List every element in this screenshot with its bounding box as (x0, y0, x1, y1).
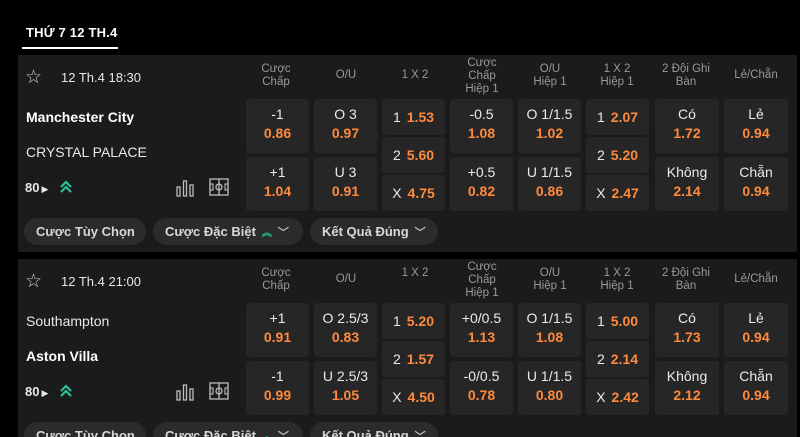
odds-cell-under[interactable]: U 3 0.91 (314, 157, 377, 211)
col-header-ou: O/U (335, 69, 357, 81)
more-markets-count: 80 (25, 180, 40, 195)
odds-cell-even[interactable]: Chẵn 0.94 (724, 157, 788, 211)
odds-cell-handicap-h1-home[interactable]: -0.5 1.08 (450, 99, 513, 153)
odds-cell-under-h1[interactable]: U 1/1.5 0.80 (518, 361, 581, 415)
odds-cell-handicap-away[interactable]: -1 0.99 (246, 361, 309, 415)
odds-cell-handicap-home[interactable]: -1 0.86 (246, 99, 309, 153)
statistics-icon[interactable] (174, 380, 196, 402)
odds-cell-under-h1[interactable]: U 1/1.5 0.86 (518, 157, 581, 211)
col-header-btts: 2 Đội Ghi Bàn (662, 63, 710, 88)
correct-score-dropdown[interactable]: Kết Quả Đúng ﹀ (310, 422, 438, 437)
away-team: Aston Villa (26, 348, 99, 364)
odds-cell-btts-no[interactable]: Không 2.14 (655, 157, 719, 211)
pitch-icon[interactable] (208, 380, 230, 402)
date-label: THỨ 7 12 TH.4 (26, 25, 118, 40)
odds-cell-1x2-away[interactable]: 2 1.57 (382, 341, 445, 377)
match-time: 12 Th.4 21:00 (61, 274, 141, 289)
col-header-ou: O/U (335, 273, 357, 285)
boost-chevrons-icon: ︽ (261, 228, 272, 239)
odds-cell-1x2-h1-away[interactable]: 2 5.20 (586, 137, 649, 173)
chevron-down-icon: ﹀ (414, 430, 426, 437)
pitch-icon[interactable] (208, 176, 230, 198)
col-header-ou-h1: O/U Hiệp 1 (533, 63, 567, 88)
odds-cell-over[interactable]: O 2.5/3 0.83 (314, 303, 377, 357)
odds-cell-1x2-h1-away[interactable]: 2 2.14 (586, 341, 649, 377)
match-time: 12 Th.4 18:30 (61, 70, 141, 85)
special-bet-dropdown[interactable]: Cược Đặc Biệt︽﹀ (153, 218, 303, 245)
away-team: CRYSTAL PALACE (26, 144, 147, 160)
odds-cell-1x2-h1-draw[interactable]: X 2.47 (586, 175, 649, 211)
match-card: ☆ 12 Th.4 21:00 Southampton Aston Villa … (18, 259, 797, 437)
custom-bet-button[interactable]: Cược Tùy Chọn (24, 218, 146, 245)
special-bet-dropdown[interactable]: Cược Đặc Biệt︽﹀ (153, 422, 303, 437)
odds-cell-1x2-draw[interactable]: X 4.75 (382, 175, 445, 211)
date-tab-underline (22, 47, 118, 49)
date-tab[interactable]: THỨ 7 12 TH.4 (18, 14, 118, 50)
odds-cell-under[interactable]: U 2.5/3 1.05 (314, 361, 377, 415)
caret-right-icon: ▶ (41, 184, 49, 194)
correct-score-dropdown[interactable]: Kết Quả Đúng ﹀ (310, 218, 438, 245)
caret-right-icon: ▶ (41, 388, 49, 398)
col-header-1x2: 1 X 2 (401, 69, 429, 81)
odds-cell-over[interactable]: O 3 0.97 (314, 99, 377, 153)
col-header-handicap: Cược Chấp (261, 63, 291, 88)
col-header-handicap: Cược Chấp (261, 267, 291, 292)
odds-cell-btts-yes[interactable]: Có 1.73 (655, 303, 719, 357)
col-header-ou-h1: O/U Hiệp 1 (533, 267, 567, 292)
boost-chevrons-icon[interactable] (59, 179, 73, 195)
boost-chevrons-icon[interactable] (59, 383, 73, 399)
odds-cell-handicap-h1-away[interactable]: +0.5 0.82 (450, 157, 513, 211)
boost-chevrons-icon: ︽ (262, 428, 272, 437)
col-header-handicap-h1: Cược Chấp Hiệp 1 (465, 261, 499, 299)
col-header-1x2-h1: 1 X 2 Hiệp 1 (600, 63, 634, 88)
col-header-odd-even: Lẻ/Chẵn (734, 273, 778, 285)
odds-cell-handicap-h1-away[interactable]: -0/0.5 0.78 (450, 361, 513, 415)
odds-cell-1x2-h1-home[interactable]: 1 2.07 (586, 99, 649, 135)
favorite-star-icon[interactable]: ☆ (25, 271, 43, 292)
col-header-btts: 2 Đội Ghi Bàn (662, 267, 710, 292)
odds-cell-odd[interactable]: Lẻ 0.94 (724, 99, 788, 153)
odds-cell-even[interactable]: Chẵn 0.94 (724, 361, 788, 415)
odds-cell-odd[interactable]: Lẻ 0.94 (724, 303, 788, 357)
odds-cell-1x2-h1-draw[interactable]: X 2.42 (586, 379, 649, 415)
chevron-down-icon: ﹀ (277, 226, 289, 239)
statistics-icon[interactable] (174, 176, 196, 198)
odds-cell-over-h1[interactable]: O 1/1.5 1.08 (518, 303, 581, 357)
more-markets-count: 80 (25, 384, 40, 399)
chevron-down-icon: ﹀ (277, 430, 289, 437)
odds-cell-btts-yes[interactable]: Có 1.72 (655, 99, 719, 153)
odds-cell-btts-no[interactable]: Không 2.12 (655, 361, 719, 415)
odds-cell-handicap-h1-home[interactable]: +0/0.5 1.13 (450, 303, 513, 357)
odds-cell-1x2-home[interactable]: 1 5.20 (382, 303, 445, 339)
home-team: Manchester City (26, 109, 135, 125)
home-team: Southampton (26, 313, 110, 329)
match-card: ☆ 12 Th.4 18:30 Manchester City CRYSTAL … (18, 55, 797, 252)
col-header-handicap-h1: Cược Chấp Hiệp 1 (465, 57, 499, 95)
odds-cell-handicap-home[interactable]: +1 0.91 (246, 303, 309, 357)
odds-cell-1x2-home[interactable]: 1 1.53 (382, 99, 445, 135)
odds-cell-over-h1[interactable]: O 1/1.5 1.02 (518, 99, 581, 153)
col-header-1x2-h1: 1 X 2 Hiệp 1 (600, 267, 634, 292)
odds-cell-1x2-away[interactable]: 2 5.60 (382, 137, 445, 173)
custom-bet-button[interactable]: Cược Tùy Chọn (24, 422, 146, 437)
odds-cell-1x2-h1-home[interactable]: 1 5.00 (586, 303, 649, 339)
more-markets-link[interactable]: 80 ▶ (25, 384, 48, 399)
favorite-star-icon[interactable]: ☆ (25, 67, 43, 88)
chevron-down-icon: ﹀ (414, 226, 426, 239)
col-header-1x2: 1 X 2 (401, 267, 429, 279)
odds-cell-1x2-draw[interactable]: X 4.50 (382, 379, 445, 415)
col-header-odd-even: Lẻ/Chẵn (734, 69, 778, 81)
odds-cell-handicap-away[interactable]: +1 1.04 (246, 157, 309, 211)
more-markets-link[interactable]: 80 ▶ (25, 180, 48, 195)
